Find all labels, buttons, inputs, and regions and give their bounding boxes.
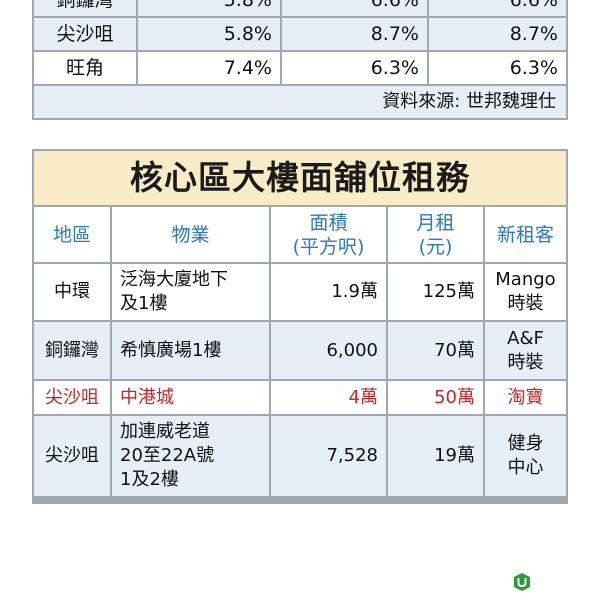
- tenant-cell: 健身 中心: [485, 416, 566, 496]
- rent-cell: 50萬: [388, 381, 483, 414]
- table-row: 尖沙咀 加連威老道 20至22A號 1及2樓 7,528 19萬 健身 中心: [34, 416, 566, 496]
- district-cell: 中環: [34, 264, 110, 320]
- header-district: 地區: [34, 207, 110, 262]
- table-row: 旺角 7.4% 6.3% 6.3%: [34, 52, 566, 84]
- value-cell: 6.6%: [429, 0, 566, 16]
- header-area: 面積 (平方呎): [271, 207, 386, 262]
- district-cell: 旺角: [34, 52, 136, 84]
- area-cell: 6,000: [271, 322, 386, 379]
- rent-cell: 19萬: [388, 416, 483, 496]
- tenant-cell: A&F 時裝: [485, 322, 566, 379]
- value-cell: 5.8%: [138, 18, 280, 50]
- area-cell: 7,528: [271, 416, 386, 496]
- value-cell: 6.3%: [429, 52, 566, 84]
- district-cell: 尖沙咀: [34, 381, 110, 414]
- area-cell: 4萬: [271, 381, 386, 414]
- district-cell: 尖沙咀: [34, 18, 136, 50]
- brand-logo-icon: [512, 572, 532, 592]
- table-row: 銅鑼灣 5.8% 6.6% 6.6%: [34, 0, 566, 16]
- value-cell: 6.3%: [282, 52, 427, 84]
- source-note: 資料來源: 世邦魏理仕: [34, 86, 566, 118]
- property-cell: 希慎廣場1樓: [112, 322, 269, 379]
- rent-cell: 70萬: [388, 322, 483, 379]
- header-property: 物業: [112, 207, 269, 262]
- tenant-cell: 淘寶: [485, 381, 566, 414]
- header-rent: 月租 (元): [388, 207, 483, 262]
- table-row: 尖沙咀 5.8% 8.7% 8.7%: [34, 18, 566, 50]
- header-tenant: 新租客: [485, 207, 566, 262]
- value-cell: 8.7%: [429, 18, 566, 50]
- tenant-cell: Mango 時裝: [485, 264, 566, 320]
- district-cell: 銅鑼灣: [34, 322, 110, 379]
- table-header: 地區 物業 面積 (平方呎) 月租 (元) 新租客: [34, 207, 566, 262]
- table-row: 中環 泛海大廈地下 及1樓 1.9萬 125萬 Mango 時裝: [34, 264, 566, 320]
- rent-cell: 125萬: [388, 264, 483, 320]
- value-cell: 5.8%: [138, 0, 280, 16]
- area-cell: 1.9萬: [271, 264, 386, 320]
- district-cell: 銅鑼灣: [34, 0, 136, 16]
- table-title: 核心區大樓面舖位租務: [34, 151, 566, 205]
- property-cell: 加連威老道 20至22A號 1及2樓: [112, 416, 269, 496]
- value-cell: 6.6%: [282, 0, 427, 16]
- property-cell: 中港城: [112, 381, 269, 414]
- property-cell: 泛海大廈地下 及1樓: [112, 264, 269, 320]
- table-row-highlighted: 尖沙咀 中港城 4萬 50萬 淘寶: [34, 381, 566, 414]
- vacancy-table: 銅鑼灣 5.8% 6.6% 6.6% 尖沙咀 5.8% 8.7% 8.7% 旺角…: [32, 0, 568, 120]
- rent-table: 核心區大樓面舖位租務 地區 物業 面積 (平方呎) 月租 (元) 新租客 中環 …: [32, 149, 568, 504]
- value-cell: 8.7%: [282, 18, 427, 50]
- value-cell: 7.4%: [138, 52, 280, 84]
- district-cell: 尖沙咀: [34, 416, 110, 496]
- table-row: 銅鑼灣 希慎廣場1樓 6,000 70萬 A&F 時裝: [34, 322, 566, 379]
